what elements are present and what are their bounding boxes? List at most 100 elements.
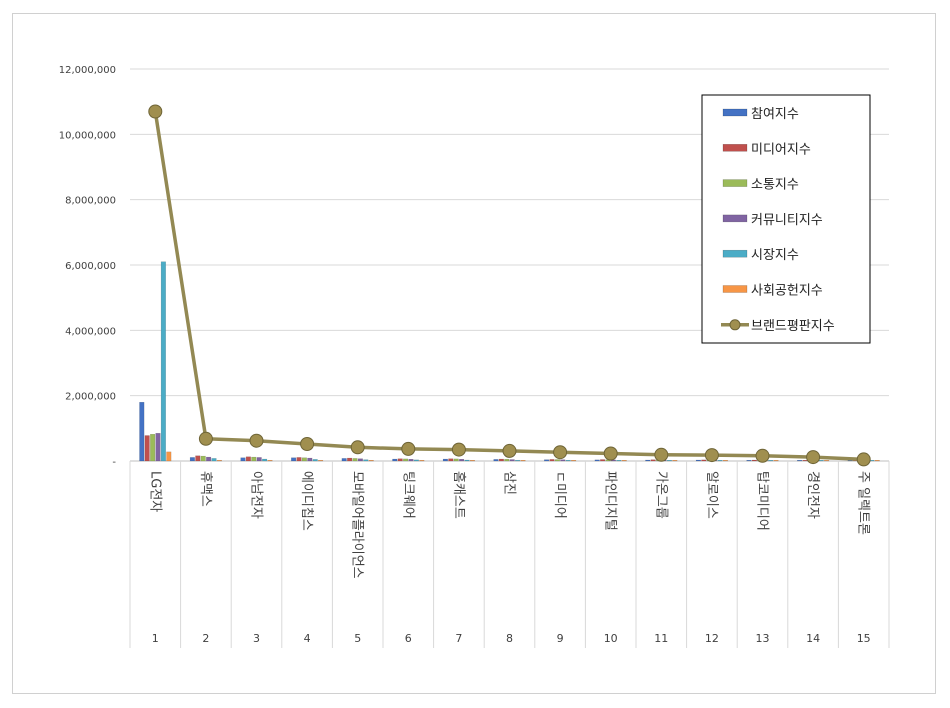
brand-reputation-line bbox=[148, 104, 871, 467]
category-label-1: LG전자 bbox=[147, 471, 162, 512]
y-tick-label: 8,000,000 bbox=[65, 196, 116, 207]
rank-number-4: 4 bbox=[304, 632, 311, 645]
bar-5-1 bbox=[160, 261, 166, 462]
bar-2-14 bbox=[802, 459, 808, 462]
bar-2-12 bbox=[701, 459, 707, 462]
bar-6-2 bbox=[216, 460, 222, 462]
brand-reputation-chart: - 2,000,000 4,000,000 6,000,000 8,000,000 10,… bbox=[59, 65, 890, 648]
bar-3-1 bbox=[150, 434, 156, 462]
bar-1-5 bbox=[341, 458, 347, 462]
bar-6-12 bbox=[722, 460, 728, 462]
bar-6-3 bbox=[267, 460, 273, 462]
bar-4-8 bbox=[509, 459, 515, 462]
legend-swatch-6 bbox=[722, 285, 748, 293]
category-label-4: 에이디칩스 bbox=[299, 471, 314, 531]
x-axis-categories: LG전자 1 휴맥스 2 아남전자 3 에이디칩스 4 모바일어플라이언스 5 팅크웨어 6 홈캐스트 7… bbox=[147, 471, 870, 645]
legend-label-5: 시장지수 bbox=[751, 248, 799, 263]
bars bbox=[139, 261, 880, 462]
line-point-11 bbox=[654, 447, 669, 462]
rank-number-6: 6 bbox=[405, 632, 412, 645]
y-tick-label: - bbox=[112, 457, 116, 468]
bar-6-10 bbox=[621, 460, 627, 462]
line-point-15 bbox=[856, 452, 871, 467]
y-tick-label: 4,000,000 bbox=[65, 326, 116, 337]
bar-1-8 bbox=[493, 459, 499, 462]
bar-2-10 bbox=[600, 459, 606, 462]
bar-5-10 bbox=[616, 460, 622, 462]
bar-2-5 bbox=[347, 457, 353, 462]
line-point-5 bbox=[350, 440, 365, 455]
bar-5-4 bbox=[312, 459, 318, 462]
bar-6-9 bbox=[571, 460, 577, 462]
legend-swatch-5 bbox=[722, 249, 748, 258]
line-point-1 bbox=[148, 104, 163, 119]
bar-1-6 bbox=[392, 458, 398, 462]
bar-4-9 bbox=[560, 459, 566, 462]
bar-5-14 bbox=[818, 460, 824, 462]
bar-6-11 bbox=[672, 460, 678, 462]
bar-2-7 bbox=[448, 458, 454, 462]
bar-1-7 bbox=[442, 458, 448, 462]
category-label-11: 가온그룹 bbox=[653, 471, 668, 519]
line-point-6 bbox=[401, 441, 416, 456]
legend-swatch-1 bbox=[722, 108, 748, 117]
bar-2-13 bbox=[751, 459, 757, 462]
category-label-7: 홈캐스트 bbox=[451, 471, 466, 519]
bar-4-3 bbox=[256, 457, 262, 462]
line-point-13 bbox=[755, 448, 770, 463]
bar-4-6 bbox=[408, 459, 414, 462]
line-point-8 bbox=[502, 443, 517, 458]
category-label-8: 삼진 bbox=[502, 471, 517, 495]
bar-2-2 bbox=[195, 455, 201, 462]
bar-6-15 bbox=[874, 460, 880, 462]
rank-number-9: 9 bbox=[557, 632, 564, 645]
line-point-14 bbox=[806, 450, 821, 465]
bar-5-8 bbox=[515, 459, 521, 462]
bar-5-11 bbox=[666, 460, 672, 462]
bar-6-14 bbox=[824, 460, 830, 462]
line-point-2 bbox=[198, 431, 213, 446]
rank-number-13: 13 bbox=[756, 632, 770, 645]
bar-1-13 bbox=[746, 459, 752, 462]
bar-2-1 bbox=[144, 435, 150, 462]
bar-1-10 bbox=[594, 459, 600, 462]
bar-5-7 bbox=[464, 459, 470, 462]
bar-3-7 bbox=[453, 458, 459, 462]
bar-1-12 bbox=[695, 459, 701, 462]
category-label-3: 아남전자 bbox=[249, 471, 264, 519]
gridlines bbox=[129, 68, 890, 648]
bar-2-8 bbox=[498, 458, 504, 462]
bar-2-11 bbox=[650, 459, 656, 462]
legend-label-6: 사회공헌지수 bbox=[751, 284, 823, 299]
category-label-2: 휴맥스 bbox=[198, 471, 213, 507]
bar-5-13 bbox=[768, 460, 774, 462]
category-label-15: 주 일렉트론 bbox=[856, 471, 871, 535]
line-point-3 bbox=[249, 433, 264, 448]
category-label-9: ㄷ미디어 bbox=[552, 471, 567, 519]
legend-swatch-2 bbox=[722, 144, 748, 152]
category-label-14: 경인전자 bbox=[805, 471, 820, 519]
category-label-10: 파인디지털 bbox=[603, 471, 618, 531]
bar-3-4 bbox=[301, 457, 307, 462]
bar-3-6 bbox=[403, 458, 409, 462]
bar-4-5 bbox=[357, 458, 363, 462]
rank-number-15: 15 bbox=[857, 632, 871, 645]
rank-number-11: 11 bbox=[654, 632, 668, 645]
y-tick-label: 2,000,000 bbox=[65, 392, 116, 403]
bar-1-3 bbox=[240, 457, 246, 462]
bar-1-2 bbox=[189, 457, 195, 462]
rank-number-7: 7 bbox=[455, 632, 462, 645]
y-tick-label: 10,000,000 bbox=[59, 130, 116, 141]
bar-3-5 bbox=[352, 458, 358, 462]
legend-swatch-3 bbox=[722, 179, 748, 187]
bar-5-5 bbox=[363, 459, 369, 462]
rank-number-2: 2 bbox=[202, 632, 209, 645]
bar-6-4 bbox=[318, 460, 324, 462]
legend-swatch-4 bbox=[722, 214, 748, 223]
line-point-10 bbox=[603, 446, 618, 461]
bar-5-6 bbox=[413, 459, 419, 462]
legend-label-4: 커뮤니티지수 bbox=[751, 213, 823, 228]
line-point-12 bbox=[704, 448, 719, 463]
bar-1-14 bbox=[797, 459, 803, 462]
legend-label-3: 소통지수 bbox=[751, 178, 799, 193]
